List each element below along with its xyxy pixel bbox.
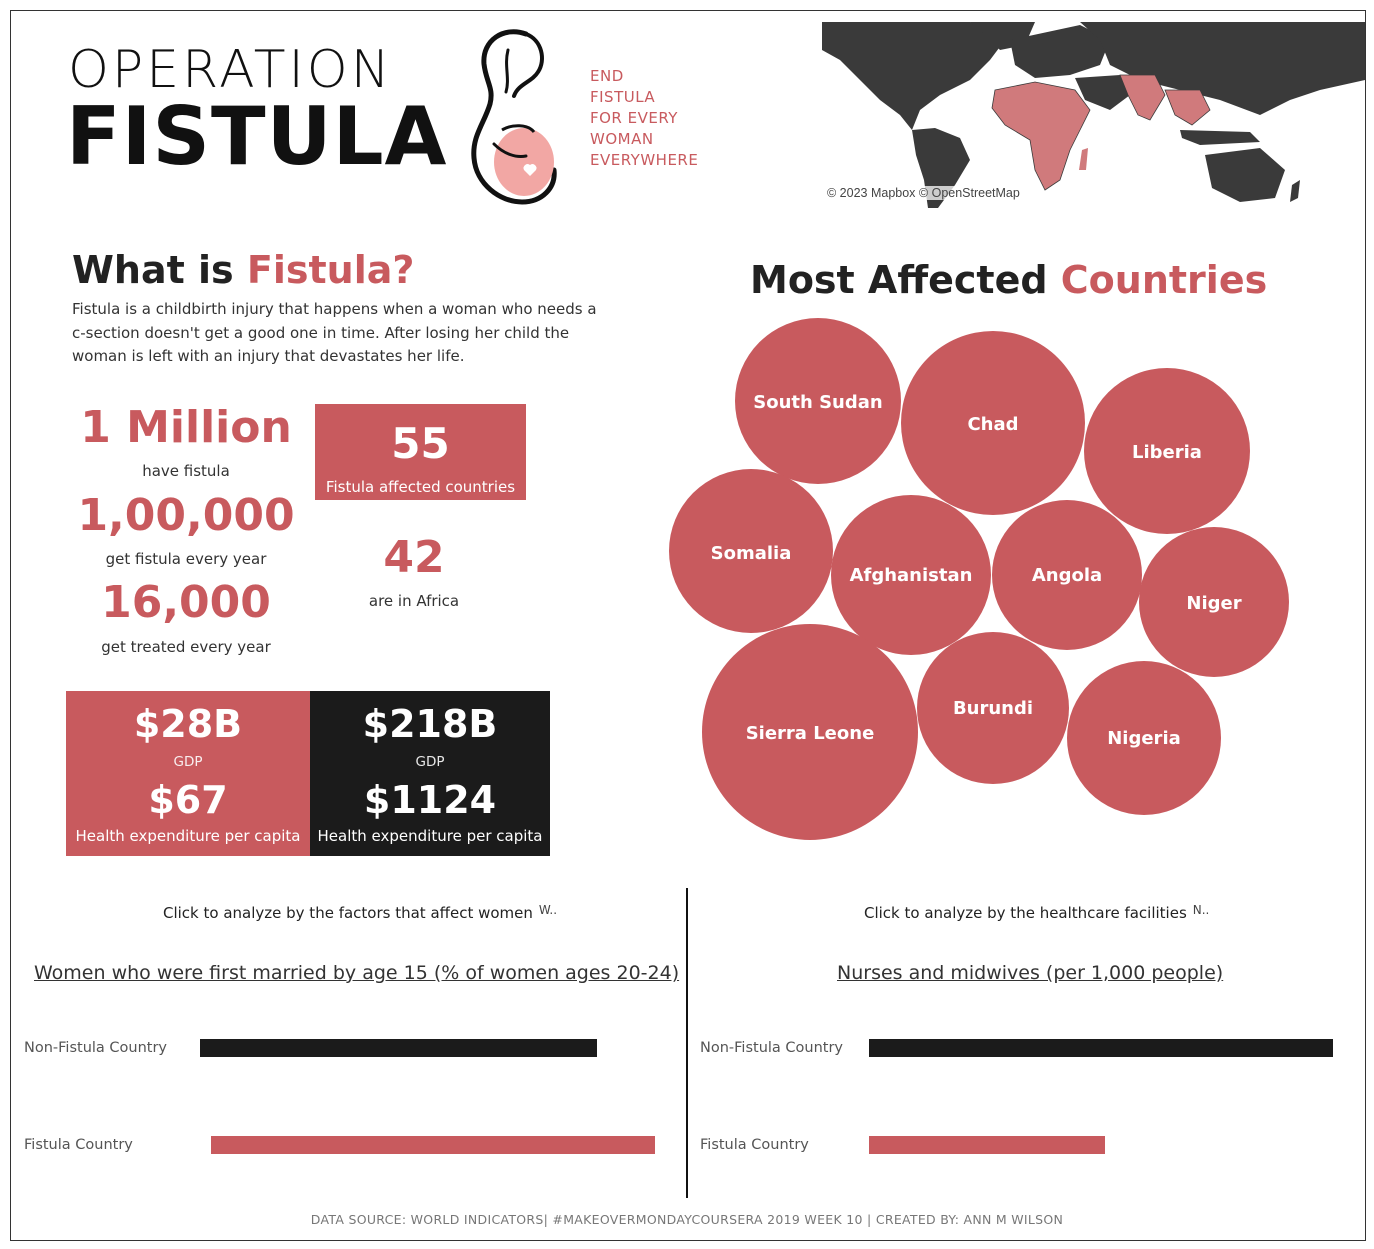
stat-africa-value: 42 <box>383 532 445 583</box>
healthcare-row-label: Fistula Country <box>700 1137 809 1153</box>
bubble-label: Chad <box>967 414 1018 435</box>
healthcare-fistula-bar[interactable] <box>869 1136 1105 1154</box>
map-north-america <box>822 22 1005 130</box>
footer-credits: DATA SOURCE: WORLD INDICATORS| #MAKEOVER… <box>310 1212 1064 1227</box>
fistula-economy-card: $28B GDP $67 Health expenditure per capi… <box>66 691 310 856</box>
healthcare-row-label: Non-Fistula Country <box>700 1040 844 1056</box>
stat-yearly-label: get fistula every year <box>105 550 267 568</box>
fistula-health-label: Health expenditure per capita <box>75 827 301 845</box>
map-madagascar <box>1079 148 1088 170</box>
bubble-label: Afghanistan <box>850 565 973 586</box>
women-factor-dropdown[interactable]: W.. <box>538 903 558 917</box>
bubble-label: Liberia <box>1132 442 1202 463</box>
affected-countries-card: 55 Fistula affected countries <box>315 404 526 500</box>
women-non-fistula-bar[interactable] <box>200 1039 597 1057</box>
tagline: END FISTULA FOR EVERY WOMAN EVERYWHERE <box>590 66 730 171</box>
most-affected-title-prefix: Most Affected <box>750 258 1061 302</box>
non-fistula-gdp-value: $218B <box>362 702 498 746</box>
bubble-afghanistan[interactable] <box>831 495 991 655</box>
country-bubble-chart: South Sudan Chad Liberia Somalia Afghani… <box>669 318 1289 840</box>
non-fistula-gdp-label: GDP <box>415 754 445 770</box>
stat-fistula-total-value: 1 Million <box>80 402 292 453</box>
map-europe <box>1010 25 1110 78</box>
bubble-somalia[interactable] <box>669 469 833 633</box>
bubble-sierra-leone[interactable] <box>702 624 918 840</box>
non-fistula-economy-card: $218B GDP $1124 Health expenditure per c… <box>310 691 550 856</box>
bubble-south-sudan[interactable] <box>735 318 901 484</box>
world-map[interactable] <box>820 20 1365 208</box>
women-row-label: Fistula Country <box>24 1137 133 1153</box>
stat-treated-value: 16,000 <box>101 577 271 628</box>
women-factor-prompt: Click to analyze by the factors that aff… <box>163 904 533 922</box>
map-australia <box>1205 148 1285 202</box>
healthcare-chart-title: Nurses and midwives (per 1,000 people) <box>837 962 1224 984</box>
women-fistula-bar[interactable] <box>211 1136 655 1154</box>
bubble-chad[interactable] <box>901 331 1085 515</box>
healthcare-factor-prompt: Click to analyze by the healthcare facil… <box>864 904 1187 922</box>
what-title-prefix: What is <box>72 248 247 292</box>
healthcare-factor-dropdown[interactable]: N.. <box>1192 903 1210 917</box>
map-indonesia <box>1180 130 1260 145</box>
bubble-niger[interactable] <box>1139 527 1289 677</box>
stat-fistula-total-label: have fistula <box>142 462 230 480</box>
tagline-line: FOR EVERY <box>590 109 678 127</box>
bubble-nigeria[interactable] <box>1067 661 1221 815</box>
affected-countries-label: Fistula affected countries <box>325 478 516 496</box>
map-asia <box>1080 22 1365 115</box>
map-middle-east <box>1075 75 1130 110</box>
healthcare-factor-selector[interactable]: Click to analyze by the healthcare facil… <box>864 903 1209 922</box>
bubble-label: Sierra Leone <box>746 723 875 744</box>
non-fistula-health-label: Health expenditure per capita <box>317 827 543 845</box>
bubble-liberia[interactable] <box>1084 368 1250 534</box>
dashboard-frame <box>10 10 1366 1241</box>
women-factor-selector[interactable]: Click to analyze by the factors that aff… <box>163 903 557 922</box>
women-row-label: Non-Fistula Country <box>24 1040 168 1056</box>
panel-divider <box>686 888 688 1198</box>
pregnant-woman-icon <box>471 29 557 205</box>
tagline-line: FISTULA <box>590 88 656 106</box>
stat-africa-label: are in Africa <box>368 592 460 610</box>
bubble-burundi[interactable] <box>917 632 1069 784</box>
fistula-gdp-value: $28B <box>133 702 243 746</box>
bubble-label: Nigeria <box>1107 728 1181 749</box>
bubble-angola[interactable] <box>992 500 1142 650</box>
bubble-label: South Sudan <box>753 392 882 413</box>
stat-treated-label: get treated every year <box>101 638 271 656</box>
bubble-label: Angola <box>1032 565 1102 586</box>
tagline-line: EVERYWHERE <box>590 151 699 169</box>
fistula-gdp-label: GDP <box>173 754 203 770</box>
non-fistula-health-value: $1124 <box>363 778 497 822</box>
what-title-accent: Fistula? <box>246 248 415 292</box>
bubble-label: Somalia <box>711 543 792 564</box>
bubble-label: Burundi <box>953 698 1033 719</box>
stat-yearly-value: 1,00,000 <box>77 490 295 541</box>
affected-countries-value: 55 <box>391 419 450 468</box>
tagline-line: END <box>590 67 624 85</box>
bubble-label: Niger <box>1186 593 1241 614</box>
fistula-health-value: $67 <box>148 778 228 822</box>
map-attribution[interactable]: © 2023 Mapbox © OpenStreetMap <box>824 186 1023 200</box>
what-is-fistula-text: Fistula is a childbirth injury that happ… <box>72 300 597 365</box>
map-se-asia <box>1164 89 1211 126</box>
logo-line2: FISTULA <box>66 90 448 183</box>
map-india <box>1119 74 1166 121</box>
most-affected-title-accent: Countries <box>1060 258 1268 302</box>
map-africa <box>991 81 1091 191</box>
logo-line1: OPERATION <box>68 40 393 100</box>
women-chart-title: Women who were first married by age 15 (… <box>34 962 680 984</box>
map-new-zealand <box>1290 180 1300 202</box>
healthcare-non-fistula-bar[interactable] <box>869 1039 1333 1057</box>
most-affected-title: Most Affected Countries <box>750 258 1267 302</box>
tagline-line: WOMAN <box>590 130 654 148</box>
what-is-fistula-title: What is Fistula? <box>72 248 414 292</box>
